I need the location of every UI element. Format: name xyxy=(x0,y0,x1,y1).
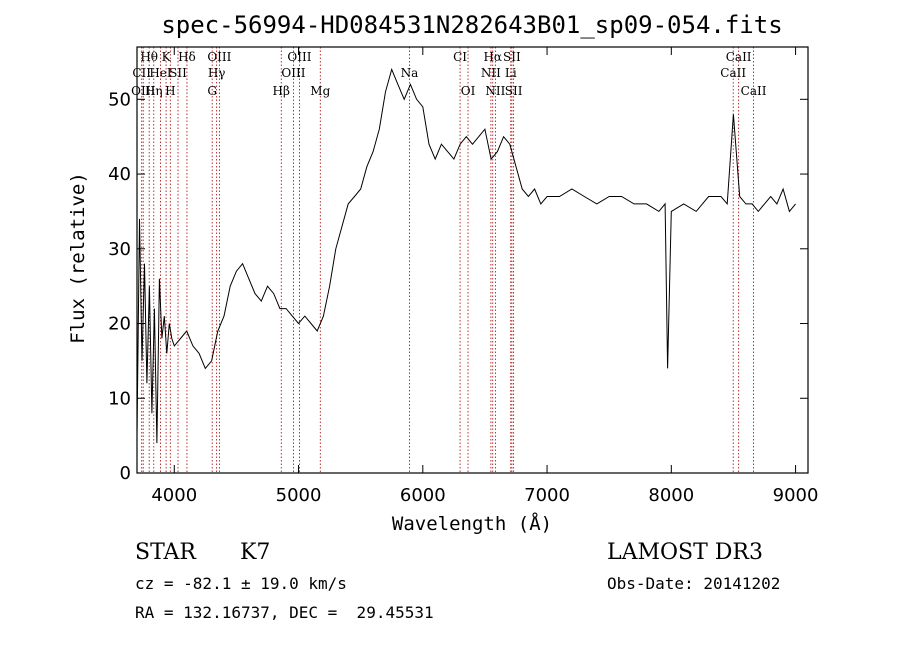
spectrum-series xyxy=(136,67,796,444)
spectral-line-label: CaII xyxy=(720,66,746,80)
spectral-line-label: SII xyxy=(169,66,187,80)
spectral-line-label: CaII xyxy=(741,84,767,98)
y-tick-label: 40 xyxy=(108,164,131,185)
spectral-line-label: OIII xyxy=(207,50,231,64)
survey-name: LAMOST DR3 xyxy=(607,540,763,565)
spectral-line-label: Hη xyxy=(145,84,163,98)
chart-title: spec-56994-HD084531N282643B01_sp09-054.f… xyxy=(161,11,782,39)
y-tick-label: 50 xyxy=(108,89,131,110)
spectral-line-label: CaII xyxy=(726,50,752,64)
x-axis-label: Wavelength (Å) xyxy=(392,512,552,535)
x-tick-label: 9000 xyxy=(773,485,819,506)
object-class: STAR xyxy=(135,540,196,565)
spectral-line-label: K xyxy=(162,50,172,64)
y-axis-label: Flux (relative) xyxy=(67,172,89,344)
spectral-line-label: Mg xyxy=(310,84,330,98)
plot-frame xyxy=(136,46,809,474)
spectral-line-label: Hγ xyxy=(208,66,226,80)
spectral-line-label: OIII xyxy=(281,66,305,80)
spectral-line-label: Hα xyxy=(483,50,502,64)
spectral-line-label: HeI xyxy=(149,66,172,80)
x-tick-label: 4000 xyxy=(151,485,197,506)
x-tick-label: 5000 xyxy=(276,485,322,506)
y-tick-label: 20 xyxy=(108,314,131,335)
spectral-line-label: Li xyxy=(505,66,517,80)
x-tick-label: 7000 xyxy=(524,485,570,506)
axis-ticks: 4000 5000 6000 7000 8000 9000 0 10 20 30 40 50 xyxy=(108,47,818,506)
y-tick-label: 0 xyxy=(120,463,131,484)
spectral-line-label: G xyxy=(207,84,217,98)
x-tick-label: 8000 xyxy=(648,485,694,506)
spectral-line-label: SII xyxy=(505,84,523,98)
spectral-line-label: Na xyxy=(401,66,419,80)
spectral-line-label: OI xyxy=(461,84,476,98)
observation-date: Obs-Date: 20141202 xyxy=(607,574,781,593)
spectral-line-label: NII xyxy=(481,66,501,80)
spectral-line-label: Hθ xyxy=(140,50,158,64)
x-tick-label: 6000 xyxy=(400,485,446,506)
spectral-line-label: SII xyxy=(503,50,521,64)
coordinates: RA = 132.16737, DEC = 29.45531 xyxy=(135,603,434,622)
spectral-line-label: H xyxy=(165,84,175,98)
spectral-line-label: OIII xyxy=(287,50,311,64)
spectral-line-label: Hβ xyxy=(273,84,290,98)
redshift-cz: cz = -82.1 ± 19.0 km/s xyxy=(135,574,347,593)
y-tick-label: 30 xyxy=(108,239,131,260)
spectral-line-label: CI xyxy=(453,50,467,64)
y-tick-label: 10 xyxy=(108,388,131,409)
object-subclass: K7 xyxy=(240,540,271,565)
spectral-line-label: Hδ xyxy=(178,50,196,64)
spectrum-line xyxy=(136,67,796,444)
spectral-line-label: NII xyxy=(485,84,505,98)
